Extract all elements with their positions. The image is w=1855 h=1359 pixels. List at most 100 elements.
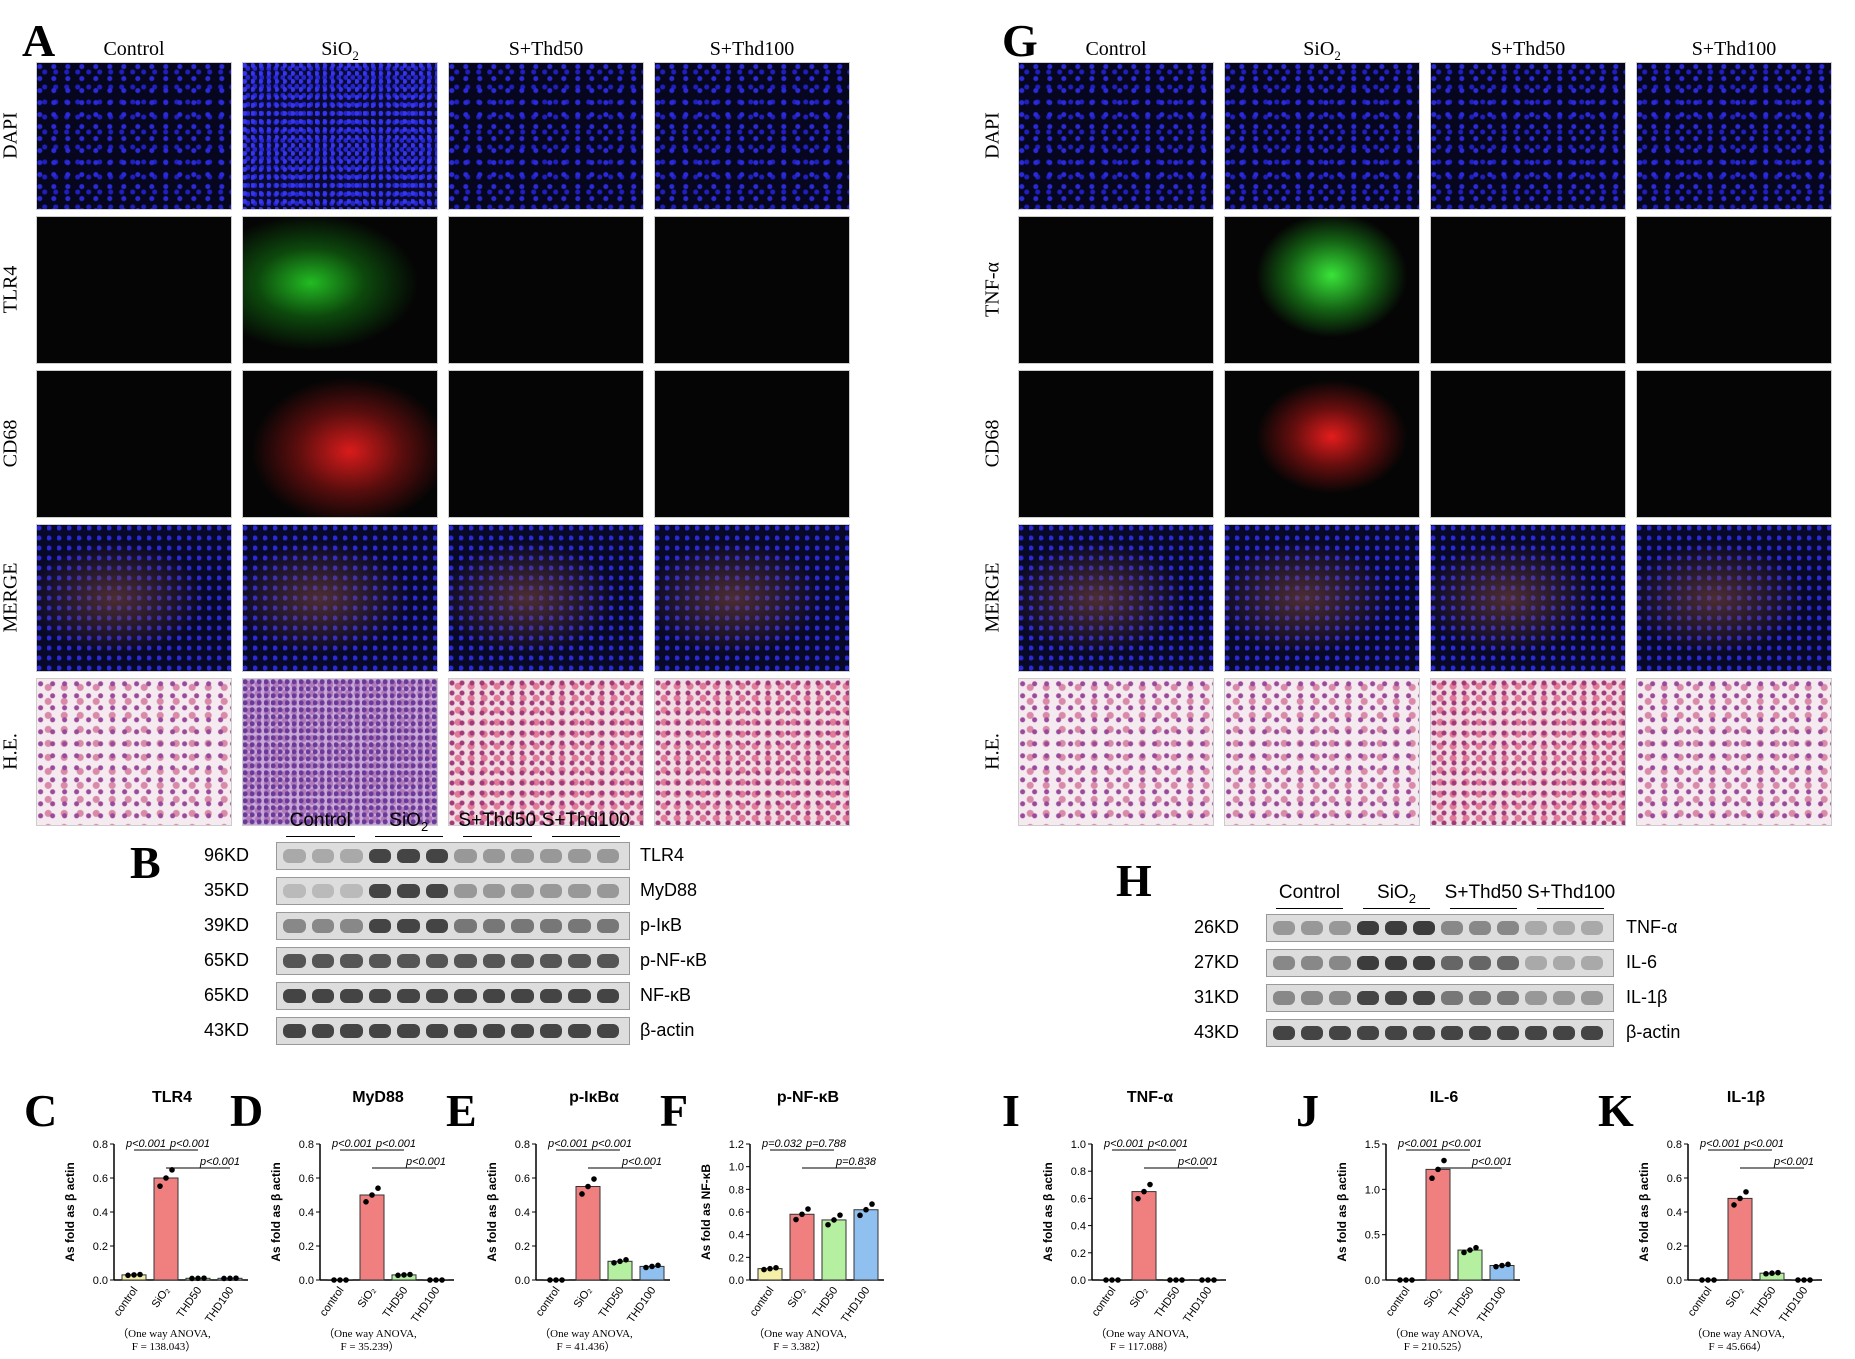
right-micrograph bbox=[1224, 370, 1420, 518]
right-micrograph bbox=[1636, 216, 1832, 364]
y-tick-label: 0.4 bbox=[1071, 1221, 1086, 1233]
y-tick-label: 0.0 bbox=[93, 1275, 108, 1287]
left-micrograph bbox=[654, 524, 850, 672]
blot-b-band bbox=[454, 884, 477, 898]
x-tick-label: control bbox=[318, 1285, 347, 1319]
blot-h-band bbox=[1385, 956, 1407, 970]
chart-svg: IL-6 0.0 0.5 1.0 1.5 As fold as β actin contro… bbox=[1335, 1089, 1520, 1325]
blot-h-blot-strip bbox=[1266, 914, 1614, 942]
blot-b-band bbox=[397, 849, 420, 863]
blot-h-band bbox=[1553, 956, 1575, 970]
blot-h-group-label: S+Thd100 bbox=[1527, 882, 1616, 903]
blot-h-band bbox=[1301, 921, 1323, 935]
right-column-header: SiO2 bbox=[1303, 38, 1341, 63]
left-row-label: DAPI bbox=[0, 112, 22, 159]
blot-h-blot-strip bbox=[1266, 1019, 1614, 1047]
blot-b-band bbox=[454, 989, 477, 1003]
data-point bbox=[125, 1272, 131, 1279]
x-tick-label: control bbox=[1384, 1285, 1413, 1319]
data-point bbox=[649, 1263, 655, 1270]
data-point bbox=[331, 1277, 337, 1283]
blot-b-kd-label: 65KD bbox=[204, 950, 250, 970]
blot-b-band bbox=[511, 1024, 534, 1038]
data-point bbox=[805, 1206, 811, 1212]
blot-h-band bbox=[1329, 956, 1351, 970]
data-point bbox=[1211, 1277, 1217, 1283]
left-micrograph bbox=[36, 678, 232, 826]
blot-b-band bbox=[539, 884, 562, 898]
chart-title: TLR4 bbox=[152, 1089, 192, 1106]
blot-b-protein-label: NF-κB bbox=[640, 985, 691, 1005]
y-tick-label: 0.8 bbox=[1071, 1166, 1086, 1178]
data-point bbox=[1135, 1195, 1141, 1202]
data-point bbox=[773, 1264, 779, 1271]
left-column-header: S+Thd100 bbox=[709, 38, 795, 60]
data-point bbox=[1473, 1244, 1479, 1251]
data-point bbox=[221, 1275, 227, 1282]
blot-h-band bbox=[1497, 991, 1519, 1005]
data-point bbox=[131, 1272, 137, 1278]
data-point bbox=[1505, 1261, 1511, 1268]
right-micrograph bbox=[1018, 524, 1214, 672]
p-value: p=0.032 bbox=[761, 1138, 802, 1150]
x-tick-label: SiO₂ bbox=[1422, 1285, 1445, 1310]
chart-title: p-NF-κB bbox=[777, 1089, 839, 1106]
data-point bbox=[1795, 1277, 1801, 1283]
x-tick-label: control bbox=[1090, 1285, 1119, 1319]
right-micrograph bbox=[1224, 62, 1420, 210]
blot-b-band bbox=[283, 954, 306, 968]
data-point bbox=[1179, 1277, 1185, 1283]
data-point bbox=[623, 1257, 629, 1263]
blot-b-band bbox=[454, 1024, 477, 1038]
right-micrograph bbox=[1430, 524, 1626, 672]
blot-b-kd-label: 35KD bbox=[204, 880, 250, 900]
blot-h-band bbox=[1329, 921, 1351, 935]
blot-b-band bbox=[397, 884, 420, 898]
data-point bbox=[547, 1277, 553, 1283]
blot-b-blot-strip bbox=[276, 877, 630, 905]
left-micrograph bbox=[654, 62, 850, 210]
p-value: p<0.001 bbox=[591, 1138, 632, 1150]
blot-h-group-label: Control bbox=[1278, 882, 1341, 903]
chart-title: IL-6 bbox=[1430, 1089, 1459, 1106]
panel-label-e: E bbox=[446, 1085, 477, 1136]
left-micrograph bbox=[654, 678, 850, 826]
p-value: p<0.001 bbox=[1773, 1156, 1814, 1168]
right-column-header: S+Thd50 bbox=[1490, 38, 1566, 60]
p-value: p<0.001 bbox=[331, 1138, 372, 1150]
bar bbox=[1425, 1168, 1451, 1281]
blot-b-band bbox=[511, 989, 534, 1003]
blot-h-band bbox=[1301, 956, 1323, 970]
x-tick-label: THD50 bbox=[597, 1285, 627, 1320]
blot-b-kd-label: 65KD bbox=[204, 985, 250, 1005]
left-micrograph bbox=[36, 216, 232, 364]
right-row-label: DAPI bbox=[981, 112, 1004, 159]
data-point bbox=[433, 1277, 439, 1283]
y-tick-label: 0.4 bbox=[1667, 1207, 1682, 1219]
p-value: p<0.001 bbox=[1397, 1138, 1438, 1150]
blot-h-band bbox=[1385, 991, 1407, 1005]
blot-h-band bbox=[1553, 921, 1575, 935]
blot-h-band bbox=[1441, 956, 1463, 970]
blot-h-band bbox=[1385, 1026, 1407, 1040]
blot-h-group-underline bbox=[1363, 908, 1430, 909]
blot-b-band bbox=[482, 1024, 505, 1038]
data-point bbox=[1103, 1277, 1109, 1283]
p-value: p=0.788 bbox=[805, 1138, 847, 1150]
blot-b-kd-label: 96KD bbox=[204, 845, 250, 865]
blot-h-band bbox=[1413, 956, 1435, 970]
data-point bbox=[337, 1277, 343, 1283]
blot-h-group-underline bbox=[1537, 908, 1604, 909]
data-point bbox=[1205, 1277, 1211, 1283]
blot-h-band bbox=[1581, 956, 1603, 970]
blot-b-group-underline bbox=[374, 836, 443, 837]
blot-h-band bbox=[1553, 1026, 1575, 1040]
data-point bbox=[227, 1275, 233, 1282]
data-point bbox=[617, 1258, 623, 1265]
blot-b-blot-strip bbox=[276, 842, 630, 870]
right-micrograph bbox=[1430, 678, 1626, 826]
x-tick-label: SiO₂ bbox=[1724, 1285, 1747, 1310]
y-tick-label: 0.4 bbox=[515, 1207, 530, 1219]
data-point bbox=[831, 1217, 837, 1223]
panel-label-i: I bbox=[1002, 1085, 1020, 1136]
